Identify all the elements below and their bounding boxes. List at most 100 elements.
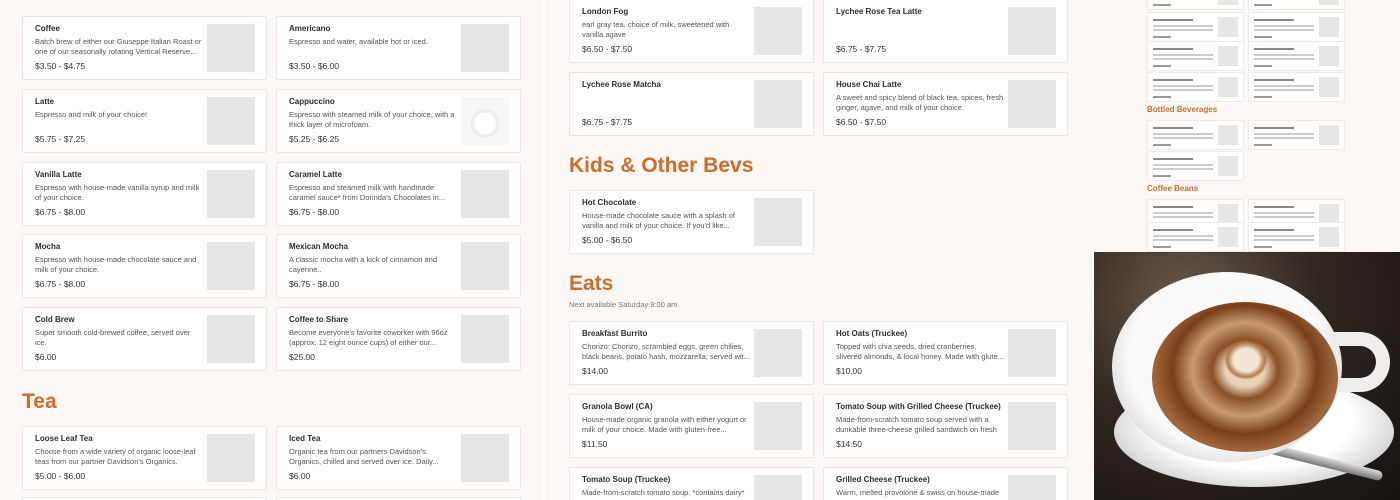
menu-item-card[interactable]: Coffee Batch brew of either our Giuseppe … bbox=[22, 16, 267, 80]
desc-line bbox=[1153, 212, 1213, 214]
overview-card[interactable] bbox=[1248, 41, 1345, 71]
item-description: Topped with chia seeds, dried cranberrie… bbox=[836, 342, 1004, 361]
desc-line bbox=[1254, 216, 1314, 218]
item-image bbox=[1319, 204, 1339, 224]
item-title: Caramel Latte bbox=[289, 170, 342, 179]
item-image bbox=[461, 170, 509, 218]
item-image bbox=[1218, 17, 1238, 37]
desc-line bbox=[1254, 29, 1314, 31]
menu-item-card[interactable]: Tomato Soup (Truckee) Made-from-scratch t… bbox=[569, 467, 814, 500]
overview-card[interactable] bbox=[1147, 222, 1244, 252]
menu-item-card[interactable]: Hot Oats (Truckee) Topped with chia seeds… bbox=[823, 321, 1068, 385]
item-description: Espresso and steamed milk with handmade … bbox=[289, 183, 446, 202]
item-price: $14.50 bbox=[836, 439, 862, 449]
item-title: London Fog bbox=[582, 7, 629, 16]
overview-card[interactable] bbox=[1147, 0, 1244, 10]
item-image bbox=[754, 198, 802, 246]
item-price: $6.75 - $7.75 bbox=[836, 44, 887, 54]
menu-item-card[interactable]: Tomato Soup with Grilled Cheese (Truckee… bbox=[823, 394, 1068, 458]
item-price: $6.75 - $8.00 bbox=[35, 279, 86, 289]
item-price: $11.50 bbox=[582, 439, 608, 449]
menu-item-card[interactable]: Grilled Cheese (Truckee) Warm, melted pro… bbox=[823, 467, 1068, 500]
overview-card[interactable] bbox=[1147, 120, 1244, 150]
item-description: Espresso with steamed milk of your choic… bbox=[289, 110, 455, 129]
desc-line bbox=[1153, 58, 1213, 60]
item-title: Granola Bowl (CA) bbox=[582, 402, 653, 411]
desc-line bbox=[1153, 216, 1213, 218]
item-title: Hot Oats (Truckee) bbox=[836, 329, 908, 338]
menu-item-card[interactable]: Latte Espresso and milk of your choice! $5… bbox=[22, 89, 267, 153]
item-description: Espresso and water, available hot or ice… bbox=[289, 37, 428, 46]
item-price: $6.50 - $7.50 bbox=[836, 117, 887, 127]
menu-item-card[interactable] bbox=[22, 497, 267, 500]
overview-card[interactable] bbox=[1147, 72, 1244, 102]
menu-item-card[interactable]: Coffee to Share Become everyone's favorit… bbox=[276, 307, 521, 371]
item-image bbox=[1008, 402, 1056, 450]
item-description: Made-from-scratch tomato soup served wit… bbox=[836, 415, 997, 434]
menu-item-card[interactable]: Lychee Rose Matcha $6.75 - $7.75 bbox=[569, 72, 814, 136]
menu-item-card[interactable]: Lychee Rose Tea Latte $6.75 - $7.75 bbox=[823, 0, 1068, 63]
item-description: Choose from a wide variety of organic lo… bbox=[35, 447, 196, 466]
menu-item-card[interactable]: Americano Espresso and water, available h… bbox=[276, 16, 521, 80]
desc-line bbox=[1254, 137, 1314, 139]
desc-line bbox=[1254, 58, 1314, 60]
heart-art bbox=[1224, 340, 1268, 380]
item-description: Super smooth cold-brewed coffee, served … bbox=[35, 328, 191, 347]
item-price: $25.00 bbox=[289, 352, 315, 362]
item-title: Vanilla Latte bbox=[35, 170, 82, 179]
menu-item-card[interactable]: Granola Bowl (CA) House-made organic gran… bbox=[569, 394, 814, 458]
item-description: House-made chocolate sauce with a splash… bbox=[582, 211, 736, 230]
overview-card[interactable] bbox=[1248, 12, 1345, 42]
item-description: Espresso with house-made vanilla syrup a… bbox=[35, 183, 200, 202]
desc-line bbox=[1153, 29, 1213, 31]
item-image bbox=[1008, 80, 1056, 128]
menu-item-card[interactable]: House Chai Latte A sweet and spicy blend … bbox=[823, 72, 1068, 136]
price-line bbox=[1254, 96, 1272, 98]
item-price: $5.25 - $6.25 bbox=[289, 134, 340, 144]
menu-item-card[interactable]: Iced Tea Organic tea from our partners Da… bbox=[276, 426, 521, 490]
price-line bbox=[1153, 96, 1171, 98]
item-image bbox=[754, 329, 802, 377]
menu-item-card[interactable]: Hot Chocolate House-made chocolate sauce … bbox=[569, 190, 814, 254]
menu-item-card[interactable]: Mexican Mocha A classic mocha with a kick… bbox=[276, 234, 521, 298]
title-line bbox=[1153, 48, 1193, 50]
menu-item-card[interactable]: London Fog earl gray tea, choice of milk,… bbox=[569, 0, 814, 63]
item-description: A classic mocha with a kick of cinnamon … bbox=[289, 255, 437, 274]
item-image bbox=[1319, 77, 1339, 97]
title-line bbox=[1254, 19, 1294, 21]
menu-item-card[interactable]: Cappuccino Espresso with steamed milk of … bbox=[276, 89, 521, 153]
desc-line bbox=[1254, 54, 1314, 56]
item-price: $6.75 - $8.00 bbox=[289, 279, 340, 289]
menu-item-card[interactable]: Caramel Latte Espresso and steamed milk w… bbox=[276, 162, 521, 226]
overview-card[interactable] bbox=[1147, 12, 1244, 42]
overview-card[interactable] bbox=[1248, 222, 1345, 252]
section-heading-eats: Eats bbox=[569, 272, 614, 295]
overview-card[interactable] bbox=[1248, 120, 1345, 150]
menu-item-card[interactable]: Vanilla Latte Espresso with house-made va… bbox=[22, 162, 267, 226]
overview-card[interactable] bbox=[1248, 0, 1345, 10]
menu-item-card[interactable]: Breakfast Burrito Chorizo: Chorizo, scram… bbox=[569, 321, 814, 385]
overview-card[interactable] bbox=[1147, 41, 1244, 71]
menu-item-card[interactable]: Cold Brew Super smooth cold-brewed coffee… bbox=[22, 307, 267, 371]
item-description: Espresso and milk of your choice! bbox=[35, 110, 148, 119]
item-description: Organic tea from our partners Davidson's… bbox=[289, 447, 439, 466]
menu-item-card[interactable] bbox=[276, 497, 521, 500]
item-title: Tomato Soup (Truckee) bbox=[582, 475, 671, 484]
item-image bbox=[207, 24, 255, 72]
latte-art bbox=[1152, 302, 1338, 452]
item-price: $6.00 bbox=[289, 471, 311, 481]
item-title: Cappuccino bbox=[289, 97, 335, 106]
overview-card[interactable] bbox=[1147, 151, 1244, 181]
overview-card[interactable] bbox=[1248, 72, 1345, 102]
desc-line bbox=[1153, 235, 1213, 237]
item-price: $3.50 - $4.75 bbox=[35, 61, 86, 71]
menu-item-card[interactable]: Mocha Espresso with house-made chocolate … bbox=[22, 234, 267, 298]
title-line bbox=[1254, 206, 1294, 208]
price-line bbox=[1153, 65, 1171, 67]
menu-item-card[interactable]: Loose Leaf Tea Choose from a wide variety… bbox=[22, 426, 267, 490]
item-image bbox=[754, 475, 802, 500]
item-price: $3.50 - $6.00 bbox=[289, 61, 340, 71]
item-image bbox=[1218, 125, 1238, 145]
price-line bbox=[1153, 144, 1171, 146]
item-price: $6.00 bbox=[35, 352, 57, 362]
